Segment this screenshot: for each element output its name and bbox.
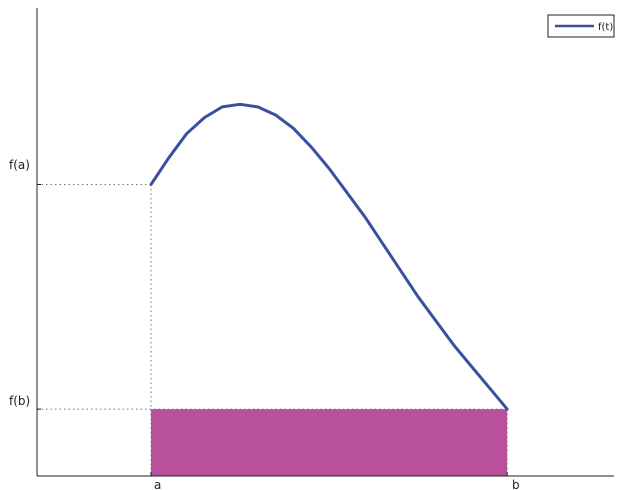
y-tick-label-fb: f(b) (9, 394, 30, 408)
x-tick-label-a: a (154, 478, 161, 490)
plot-area (36, 8, 614, 477)
legend-label-f: f(t) (598, 22, 613, 33)
tick-labels: f(a) f(b) a b (9, 158, 520, 490)
x-tick-label-b: b (512, 478, 520, 490)
y-tick-label-fa: f(a) (9, 158, 30, 172)
legend: f(t) (547, 14, 615, 38)
series-line-0 (149, 102, 509, 411)
shaded-area (150, 409, 508, 476)
